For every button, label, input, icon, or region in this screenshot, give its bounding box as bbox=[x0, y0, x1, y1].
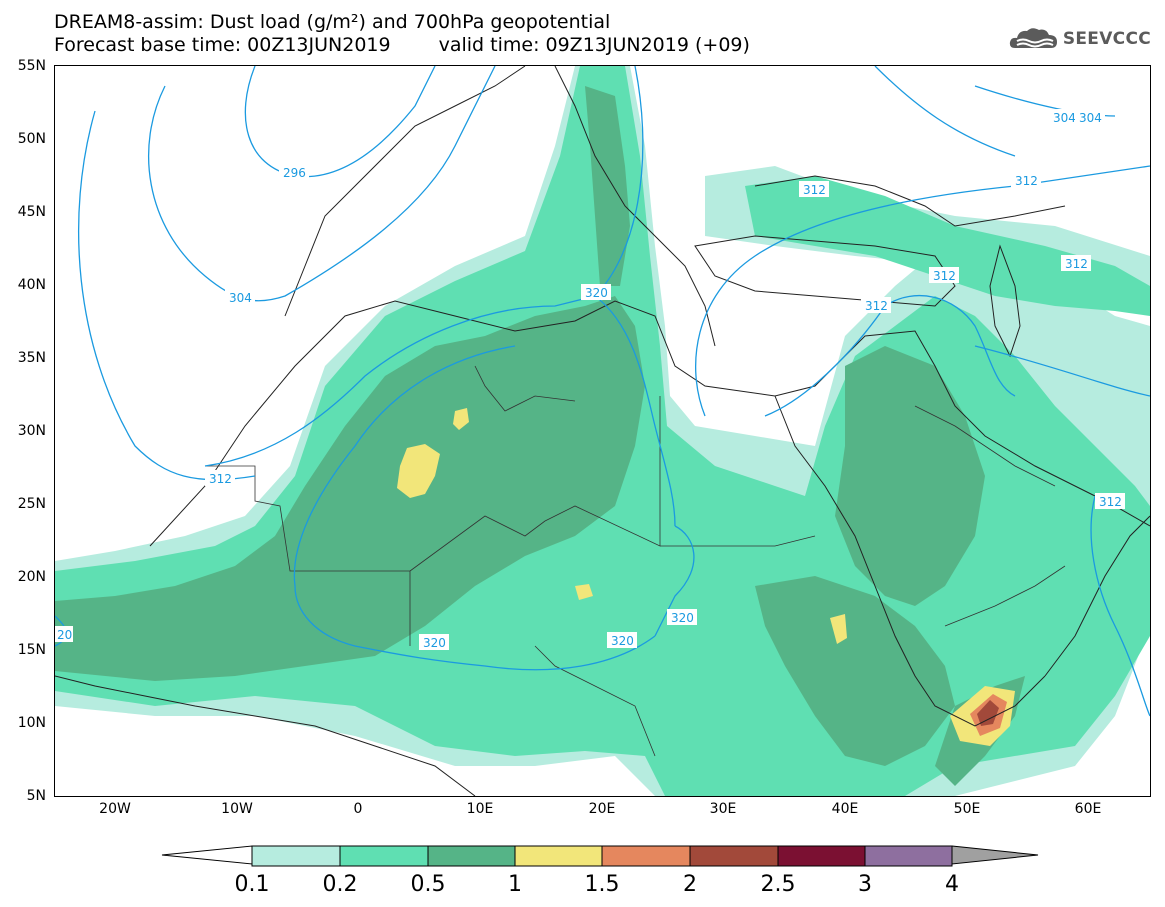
colorbar-swatch bbox=[251, 845, 341, 867]
contour-label: 312 bbox=[933, 269, 956, 283]
contour-label-box bbox=[581, 284, 611, 300]
lat-label: 10N bbox=[17, 715, 46, 731]
colorbar-label: 3 bbox=[858, 872, 872, 897]
dust-fill-2.5 bbox=[977, 700, 999, 726]
colorbar bbox=[161, 845, 1039, 867]
lon-label: 10E bbox=[466, 801, 494, 817]
lon-label: 20E bbox=[588, 801, 616, 817]
lon-label: 60E bbox=[1074, 801, 1102, 817]
lon-label: 30E bbox=[709, 801, 737, 817]
lat-label: 5N bbox=[26, 788, 46, 804]
contour-label: 320 bbox=[671, 611, 694, 625]
contour-label-box bbox=[205, 470, 235, 486]
colorbar-label: 4 bbox=[945, 872, 959, 897]
colorbar-swatch bbox=[339, 845, 429, 867]
valid-time: valid time: 09Z13JUN2019 (+09) bbox=[438, 34, 750, 56]
contour-label: 312 bbox=[1015, 174, 1038, 188]
contour-label: 312 bbox=[1099, 495, 1122, 509]
contour-label: 20 bbox=[57, 628, 72, 642]
lon-label: 10W bbox=[221, 801, 253, 817]
lat-label: 15N bbox=[17, 642, 46, 658]
colorbar-label: 0.2 bbox=[322, 872, 358, 897]
contour-label-box bbox=[929, 267, 959, 283]
contour-label: 312 bbox=[209, 472, 232, 486]
colorbar-swatch bbox=[514, 845, 603, 867]
colorbar-swatch bbox=[689, 845, 779, 867]
contour-label: 312 bbox=[803, 183, 826, 197]
contour-label-box bbox=[667, 609, 697, 625]
colorbar-swatch bbox=[427, 845, 516, 867]
contour-label-box bbox=[607, 632, 637, 648]
colorbar-swatch bbox=[864, 845, 953, 867]
colorbar-label: 0.5 bbox=[410, 872, 446, 897]
contour-label: 304 bbox=[229, 291, 252, 305]
colorbar-swatch bbox=[601, 845, 691, 867]
lat-label: 40N bbox=[17, 277, 46, 293]
contour-label: 320 bbox=[585, 286, 608, 300]
contour-label: 320 bbox=[423, 636, 446, 650]
contour-label-box bbox=[55, 626, 73, 642]
contour-label-box bbox=[1011, 172, 1041, 188]
contour-label-box bbox=[1049, 109, 1079, 125]
seevccc-logo: SEEVCCC bbox=[1009, 26, 1151, 52]
dust-fill-0.5 bbox=[55, 86, 1025, 786]
contour-label-box bbox=[1095, 493, 1125, 509]
contour-label-box bbox=[279, 164, 309, 180]
contour-label-box bbox=[861, 297, 891, 313]
map-title: DREAM8-assim: Dust load (g/m²) and 700hP… bbox=[54, 11, 611, 33]
lon-label: 20W bbox=[99, 801, 131, 817]
lon-label: 40E bbox=[831, 801, 859, 817]
contour-labels: 296 304 312 312 320 312 312 312 312 320 … bbox=[55, 109, 1125, 650]
lat-label: 50N bbox=[17, 131, 46, 147]
lon-label: 0 bbox=[353, 801, 363, 817]
contour-label-box bbox=[1075, 109, 1105, 125]
lat-label: 55N bbox=[17, 58, 46, 74]
lat-label: 45N bbox=[17, 204, 46, 220]
contour-label: 312 bbox=[865, 299, 888, 313]
map-subtitle: Forecast base time: 00Z13JUN2019 valid ti… bbox=[54, 35, 750, 56]
colorbar-swatch bbox=[777, 845, 866, 867]
map-canvas: 296 304 312 312 320 312 312 312 312 320 … bbox=[55, 66, 1150, 796]
colorbar-label: 2.5 bbox=[760, 872, 796, 897]
colorbar-low-arrow bbox=[161, 845, 253, 865]
base-time: Forecast base time: 00Z13JUN2019 bbox=[54, 34, 391, 56]
colorbar-label: 0.1 bbox=[234, 872, 270, 897]
contour-label-box bbox=[225, 289, 255, 305]
contour-label-box bbox=[799, 181, 829, 197]
lon-label: 50E bbox=[953, 801, 981, 817]
colorbar-label: 1.5 bbox=[584, 872, 620, 897]
contour-label-box bbox=[419, 634, 449, 650]
lat-label: 30N bbox=[17, 423, 46, 439]
borders bbox=[205, 365, 1066, 757]
lat-label: 20N bbox=[17, 569, 46, 585]
geopotential-contours bbox=[55, 66, 1150, 717]
dust-load-map: 296 304 312 312 320 312 312 312 312 320 … bbox=[54, 65, 1151, 797]
contour-label: 320 bbox=[611, 634, 634, 648]
cloud-icon bbox=[1009, 28, 1057, 48]
colorbar-high-arrow bbox=[951, 845, 1039, 865]
lat-label: 35N bbox=[17, 350, 46, 366]
contour-label: 312 bbox=[1065, 257, 1088, 271]
coastlines bbox=[55, 66, 1150, 796]
logo-text: SEEVCCC bbox=[1062, 29, 1151, 49]
colorbar-label: 1 bbox=[508, 872, 522, 897]
contour-label: 296 bbox=[283, 166, 306, 180]
lat-label: 25N bbox=[17, 496, 46, 512]
contour-label-box bbox=[1061, 255, 1091, 271]
contour-label: 304 bbox=[1079, 111, 1102, 125]
contour-label: 304 bbox=[1053, 111, 1076, 125]
colorbar-label: 2 bbox=[683, 872, 697, 897]
